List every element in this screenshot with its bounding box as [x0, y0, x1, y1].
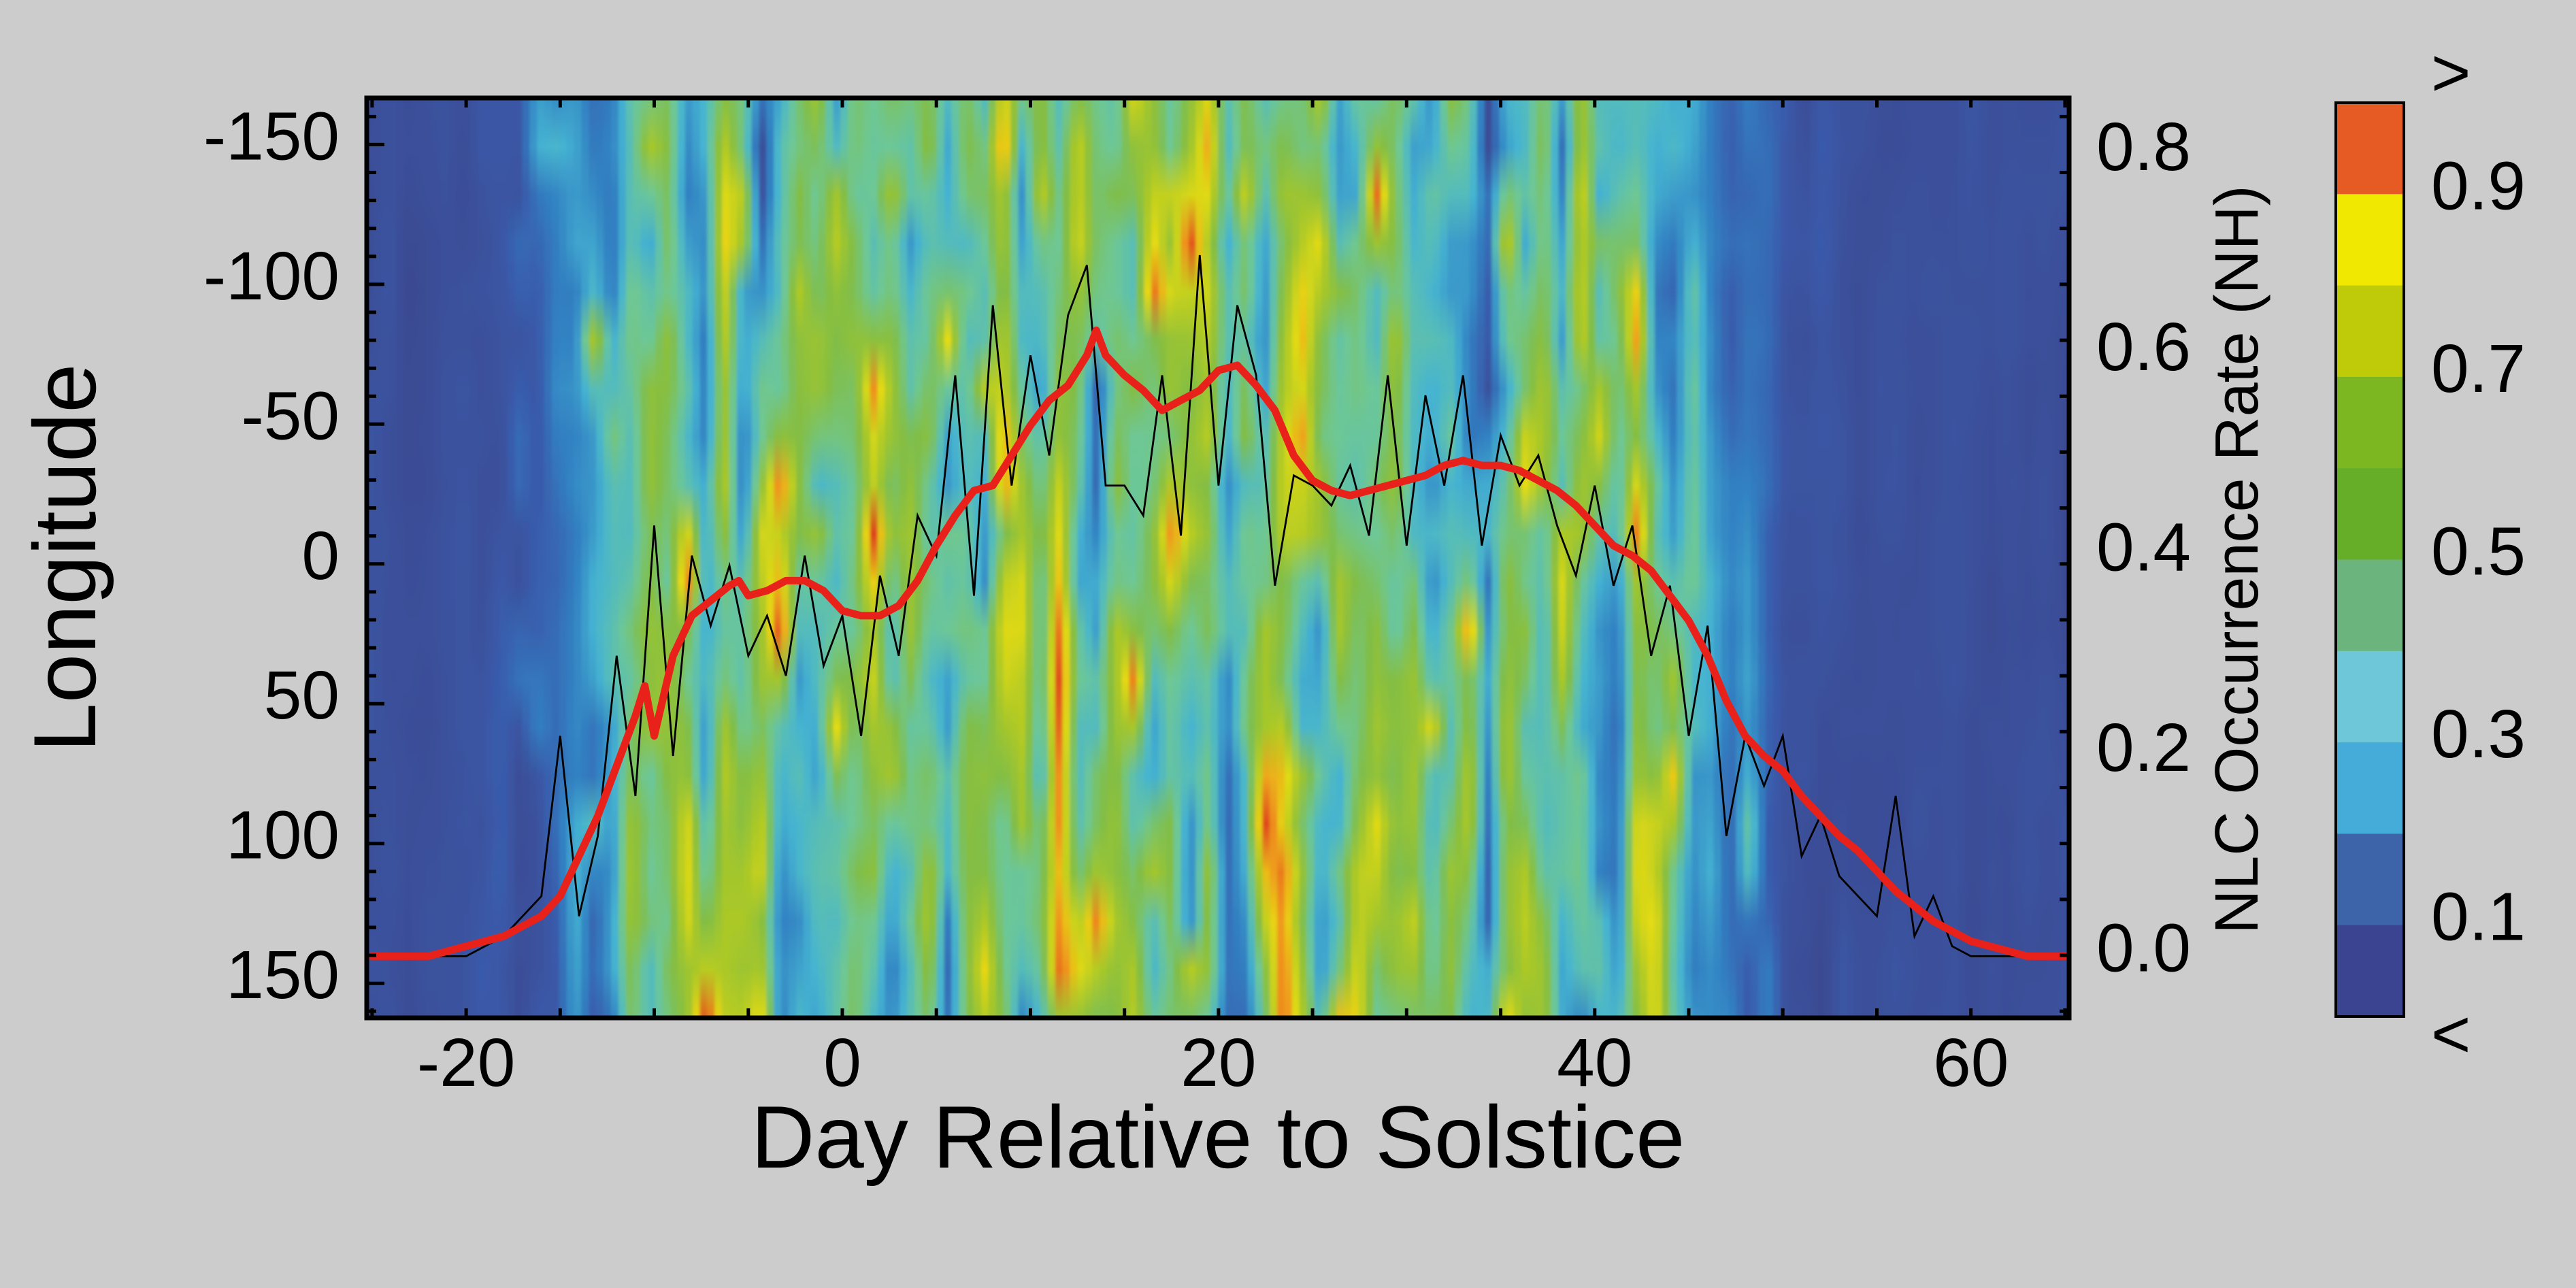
svg-text:0.1: 0.1	[2431, 879, 2526, 955]
svg-text:100: 100	[226, 797, 340, 874]
svg-text:-50: -50	[241, 378, 340, 454]
svg-text:-100: -100	[203, 238, 340, 314]
svg-text:0.3: 0.3	[2431, 696, 2526, 772]
svg-text:>: >	[2431, 35, 2471, 111]
svg-text:60: 60	[1933, 1025, 2009, 1101]
svg-text:0.2: 0.2	[2096, 710, 2191, 786]
svg-text:50: 50	[264, 657, 340, 733]
svg-text:NLC Occurrence Rate (NH): NLC Occurrence Rate (NH)	[2203, 185, 2271, 934]
svg-text:0.4: 0.4	[2096, 510, 2191, 586]
svg-text:Longitude: Longitude	[15, 363, 114, 752]
svg-text:-150: -150	[203, 98, 340, 174]
svg-text:<: <	[2431, 996, 2471, 1072]
svg-text:0.5: 0.5	[2431, 514, 2526, 590]
svg-text:0.9: 0.9	[2431, 148, 2526, 224]
svg-text:0.6: 0.6	[2096, 309, 2191, 385]
svg-text:0.7: 0.7	[2431, 331, 2526, 407]
svg-text:-20: -20	[417, 1025, 516, 1101]
svg-text:150: 150	[226, 937, 340, 1013]
svg-text:Day Relative to Solstice: Day Relative to Solstice	[751, 1087, 1685, 1187]
svg-text:0.8: 0.8	[2096, 109, 2191, 185]
svg-text:0: 0	[301, 518, 340, 594]
svg-text:0.0: 0.0	[2096, 910, 2191, 986]
